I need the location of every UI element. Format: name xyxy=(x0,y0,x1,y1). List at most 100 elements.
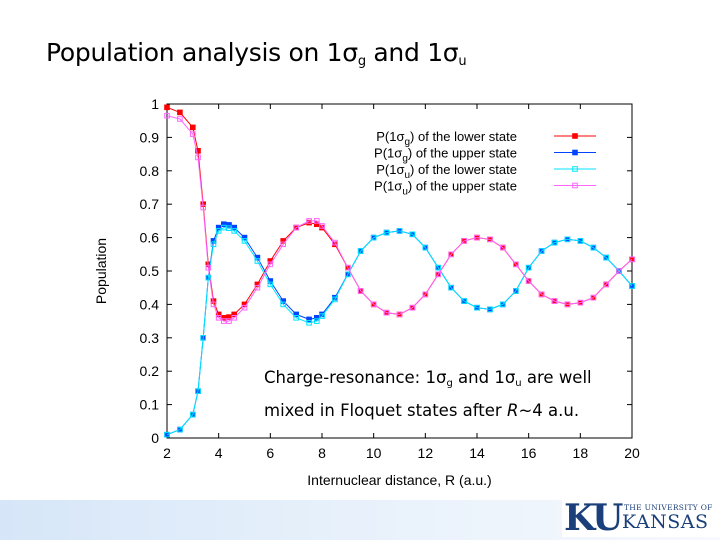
x-tick-label: 4 xyxy=(215,445,223,461)
data-point-s2 xyxy=(177,426,183,433)
data-point-s2 xyxy=(293,315,299,321)
logo-university-text: THE UNIVERSITY OF xyxy=(624,503,713,512)
x-tick-label: 16 xyxy=(521,445,537,461)
y-tick-label: 0.6 xyxy=(140,230,160,246)
data-point-s3 xyxy=(190,131,196,137)
data-point-s3 xyxy=(616,268,622,274)
y-tick-label: 0.7 xyxy=(140,196,160,212)
series-line-3 xyxy=(166,115,633,322)
data-point-s0 xyxy=(314,221,320,227)
data-point-s3 xyxy=(448,251,454,258)
data-point-s2 xyxy=(590,244,597,251)
data-point-s3 xyxy=(210,301,217,308)
data-point-s2 xyxy=(164,431,170,438)
data-point-s3 xyxy=(551,298,558,304)
y-tick-label: 0.8 xyxy=(140,163,160,179)
legend-label-3: P(1σu) of the upper state xyxy=(374,179,517,198)
x-tick-label: 10 xyxy=(366,445,382,461)
data-point-s2 xyxy=(221,224,227,231)
slide-title: Population analysis on 1σg and 1σu xyxy=(46,38,467,69)
data-point-s2 xyxy=(195,388,201,394)
data-point-s3 xyxy=(226,318,232,324)
data-point-s0 xyxy=(231,311,237,318)
data-point-s3 xyxy=(500,244,506,251)
chart-annotation: Charge-resonance: 1σg and 1σu are well m… xyxy=(264,364,592,424)
population-chart: 2 4 6 8 10 12 14 16 18 20 0 0.1 0.2 0.3 0.4 0.5 0.6 0.7 0.… xyxy=(93,96,640,488)
data-point-s1 xyxy=(306,316,312,323)
data-point-s2 xyxy=(190,411,196,418)
data-point-s3 xyxy=(221,318,227,324)
data-point-s2 xyxy=(205,274,212,281)
legend-marker-1 xyxy=(572,149,578,156)
data-point-s2 xyxy=(267,281,274,288)
legend-label-0: P(1σg) of the lower state xyxy=(376,129,517,148)
data-point-s1 xyxy=(231,224,237,231)
data-point-s3 xyxy=(280,241,286,248)
data-point-s1 xyxy=(293,311,299,318)
data-point-s3 xyxy=(357,288,364,294)
data-point-s2 xyxy=(231,228,237,234)
data-point-s3 xyxy=(603,281,610,288)
data-point-s3 xyxy=(332,239,338,246)
data-point-s2 xyxy=(409,231,416,238)
data-point-s1 xyxy=(215,224,222,231)
y-tick-label: 0 xyxy=(151,430,159,446)
data-point-s3 xyxy=(538,291,545,298)
data-point-s3 xyxy=(319,223,325,229)
data-point-s2 xyxy=(448,284,454,291)
data-point-s0 xyxy=(226,314,232,320)
x-axis-label: Internuclear distance, R (a.u.) xyxy=(307,472,491,488)
data-point-s3 xyxy=(215,315,222,321)
data-point-s3 xyxy=(200,204,206,211)
data-point-s2 xyxy=(345,271,351,278)
data-point-s2 xyxy=(319,313,325,319)
annotation-line-2: mixed in Floquet states after R~4 a.u. xyxy=(264,401,580,420)
ku-logo: KU THE UNIVERSITY OF KANSAS xyxy=(562,497,720,539)
data-point-s2 xyxy=(200,335,206,341)
data-point-s3 xyxy=(267,261,274,268)
y-tick-label: 0.4 xyxy=(140,296,160,312)
legend-marker-2 xyxy=(572,166,578,172)
x-tick-label: 8 xyxy=(318,445,326,461)
y-axis-label: Population xyxy=(93,238,109,304)
slide-title-prefix: Population analysis on 1σ xyxy=(46,38,358,67)
annotation-line-1: Charge-resonance: 1σg and 1σu are well xyxy=(264,368,592,389)
data-point-s3 xyxy=(577,299,584,306)
data-point-s0 xyxy=(221,315,227,321)
logo-ku-mark: KU xyxy=(564,497,623,539)
data-point-s2 xyxy=(314,318,320,324)
y-tick-label: 0.3 xyxy=(140,330,160,346)
data-point-s2 xyxy=(525,264,532,271)
data-point-s2 xyxy=(422,244,429,251)
legend-marker-0 xyxy=(572,133,578,139)
data-point-s3 xyxy=(487,236,493,243)
data-point-s0 xyxy=(195,148,201,154)
data-point-s3 xyxy=(241,304,248,311)
data-point-s3 xyxy=(513,261,519,268)
data-point-s3 xyxy=(314,218,320,224)
data-point-s2 xyxy=(577,238,584,244)
data-point-s3 xyxy=(370,301,377,308)
data-point-s3 xyxy=(231,315,237,321)
data-point-s2 xyxy=(226,225,232,231)
data-point-s3 xyxy=(590,294,597,301)
data-point-s2 xyxy=(215,228,222,234)
data-point-s3 xyxy=(461,238,467,244)
data-point-s3 xyxy=(383,309,390,316)
data-point-s2 xyxy=(210,241,217,248)
data-point-s2 xyxy=(474,304,480,311)
data-point-s2 xyxy=(513,288,519,294)
data-point-s3 xyxy=(474,234,480,241)
data-point-s2 xyxy=(280,301,286,308)
y-tick-label: 0.1 xyxy=(140,397,160,413)
data-point-s2 xyxy=(254,258,261,264)
x-tick-label: 12 xyxy=(418,445,434,461)
x-tick-label: 6 xyxy=(266,445,274,461)
data-point-s2 xyxy=(332,296,338,303)
data-point-s0 xyxy=(177,109,183,116)
y-tick-label: 0.9 xyxy=(140,129,160,145)
data-point-s0 xyxy=(190,124,196,131)
data-point-s3 xyxy=(525,278,532,284)
slide-title-mid: and 1σ xyxy=(365,38,459,67)
data-point-s3 xyxy=(293,224,299,231)
